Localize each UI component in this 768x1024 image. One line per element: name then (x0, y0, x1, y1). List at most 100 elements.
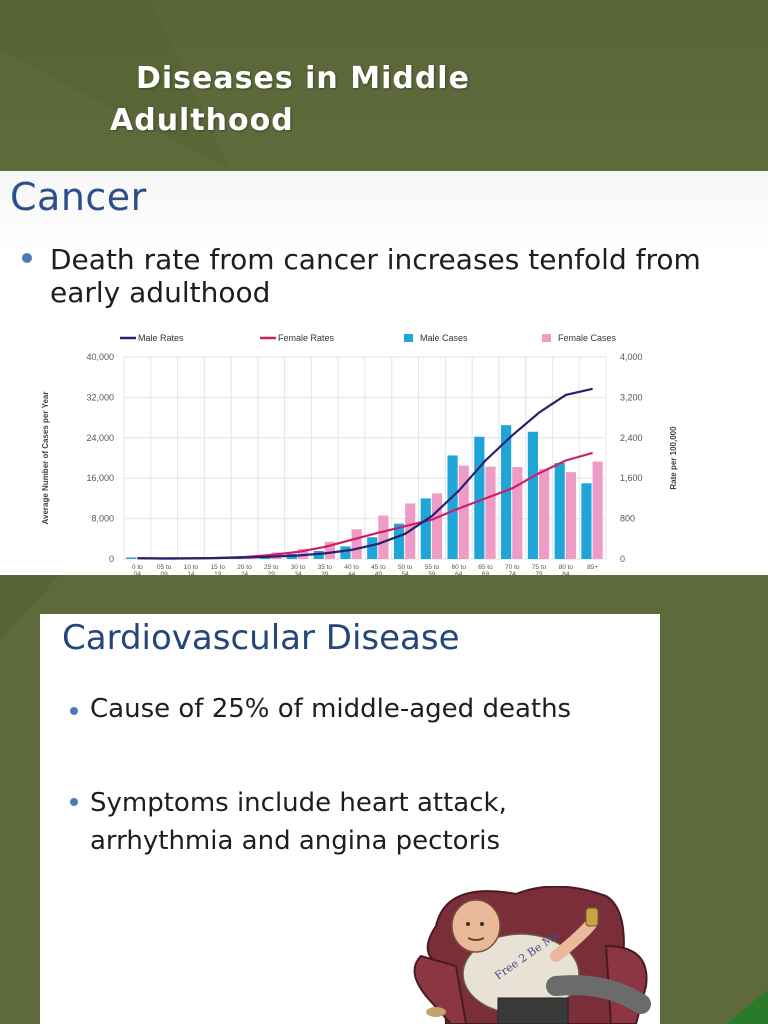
x-tick-label-line: 39 (321, 571, 329, 575)
x-tick-label-line: 55 to (425, 564, 440, 571)
x-tick-label: 20 to 24 (237, 564, 252, 575)
cardio-heading: Cardiovascular Disease (62, 618, 460, 658)
x-tick-label: 85+ (587, 564, 598, 571)
bar-male-cases (367, 537, 378, 559)
x-tick-label-line: 59 (428, 571, 436, 575)
x-tick-label-line: 79 (535, 571, 543, 575)
x-tick-label: 60 to 64 (451, 564, 466, 575)
x-tick-label: 45 to 49 (371, 564, 386, 575)
man-on-couch-illustration: Free 2 Be Me (413, 886, 651, 1024)
x-tick-label-line: 80 to (559, 564, 574, 571)
chart-legend: Male Rates Female Rates Male Cases Female C… (120, 333, 617, 343)
corner-arrow-decoration (726, 990, 768, 1024)
y-tick-label: 0 (109, 554, 114, 564)
bar-male-cases (474, 436, 485, 559)
x-tick-label-line: 10 to (184, 564, 199, 571)
bar-female-cases (592, 461, 603, 559)
x-tick-label: 70 to 74 (505, 564, 520, 575)
cancer-heading: Cancer (10, 175, 147, 219)
x-tick-label: 55 to 59 (425, 564, 440, 575)
y-tick-label: 24,000 (86, 433, 114, 443)
x-tick-label-line: 34 (294, 571, 302, 575)
slide-title-line1: Diseases in Middle (136, 61, 470, 96)
bar-male-cases (420, 498, 431, 559)
y-right-tick-label: 4,000 (620, 352, 643, 362)
bar-male-cases (447, 455, 458, 559)
x-tick-label: 40 to 44 (344, 564, 359, 575)
y-tick-label: 32,000 (86, 392, 114, 402)
cardio-bullet-2: Symptoms include heart attack, arrhythmi… (90, 788, 507, 856)
bar-male-cases (554, 463, 565, 559)
bar-female-cases (351, 529, 362, 559)
x-tick-label-line: 25 to (264, 564, 279, 571)
x-tick-label-line: 84 (562, 571, 570, 575)
y-right-tick-label: 1,600 (620, 473, 643, 483)
x-tick-label: 50 to 54 (398, 564, 413, 575)
legend-swatch (404, 334, 413, 342)
x-tick-label: 0 to 04 (132, 564, 143, 575)
x-tick-label-line: 49 (375, 571, 383, 575)
bar-male-cases (527, 431, 538, 559)
x-tick-label: 25 to 29 (264, 564, 279, 575)
cancer-panel: Cancer Death rate from cancer increases … (0, 171, 768, 578)
x-tick-label-line: 30 to (291, 564, 306, 571)
chart-bars (126, 425, 603, 559)
y-right-axis-title: Rate per 100,000 (669, 426, 678, 490)
x-tick-label-line: 29 (268, 571, 276, 575)
slide-title-line2: Adulthood (110, 103, 294, 138)
y-tick-label: 8,000 (91, 514, 114, 524)
x-tick-label-line: 45 to (371, 564, 386, 571)
x-tick-label-line: 09 (161, 571, 169, 575)
bullet-dot-icon (70, 798, 78, 806)
bar-male-cases (340, 546, 351, 559)
bar-male-cases (393, 523, 405, 559)
x-tick-label-line: 0 to (132, 564, 143, 571)
x-tick-label: 35 to 39 (318, 564, 333, 575)
x-tick-label: 15 to 19 (210, 564, 225, 575)
bar-female-cases (378, 515, 389, 559)
x-tick-label: 10 to 14 (184, 564, 199, 575)
bar-female-cases (431, 493, 443, 559)
x-tick-label: 05 to 09 (157, 564, 172, 575)
x-tick-label-line: 75 to (532, 564, 547, 571)
bar-female-cases (512, 467, 523, 559)
x-tick-label-line: 14 (187, 571, 195, 575)
x-tick-label-line: 54 (402, 571, 410, 575)
bar-female-cases (538, 469, 550, 559)
cardio-panel: Cardiovascular Disease Cause of 25% of m… (40, 614, 660, 1024)
bar-female-cases (485, 466, 496, 559)
bar-male-cases (126, 557, 137, 559)
cardio-bullet-1: Cause of 25% of middle-aged deaths (90, 694, 572, 724)
x-tick-label-line: 50 to (398, 564, 413, 571)
cancer-bullet: Death rate from cancer increases tenfold… (50, 243, 701, 309)
x-tick-label-line: 70 to (505, 564, 520, 571)
y-right-tick-label: 2,400 (620, 433, 643, 443)
y-axis-title: Average Number of Cases per Year (41, 392, 50, 525)
bar-female-cases (565, 472, 576, 559)
bullet-dot-icon (22, 253, 32, 263)
slide-title: Diseases in Middle Adulthood (110, 58, 570, 142)
x-tick-label-line: 15 to (210, 564, 225, 571)
x-tick-label-line: 65 to (478, 564, 493, 571)
chart-grid (123, 356, 607, 560)
chart-lines (137, 387, 593, 560)
bullet-dot-icon (70, 707, 78, 715)
x-tick-label-line: 44 (348, 571, 356, 575)
bar-male-cases (581, 483, 592, 559)
bar-female-cases (297, 548, 309, 559)
line-male-rates (137, 387, 593, 560)
x-tick-label-line: 69 (482, 571, 490, 575)
legend-label: Male Cases (420, 333, 468, 343)
cancer-chart: Male Rates Female Rates Male Cases Female C… (0, 321, 768, 578)
y-tick-label: 40,000 (86, 352, 114, 362)
x-tick-label-line: 64 (455, 571, 463, 575)
x-tick-label: 30 to 34 (291, 564, 306, 575)
legend-label: Male Rates (138, 333, 184, 343)
x-tick-label-line: 74 (509, 571, 517, 575)
x-tick-label-line: 04 (134, 571, 142, 575)
bar-male-cases (501, 425, 512, 559)
legend-swatch (542, 334, 551, 342)
x-tick-label-line: 24 (241, 571, 249, 575)
chart-axes: 0 8,000 16,000 24,000 32,000 40,000 0 800 1,600 2… (41, 352, 678, 578)
